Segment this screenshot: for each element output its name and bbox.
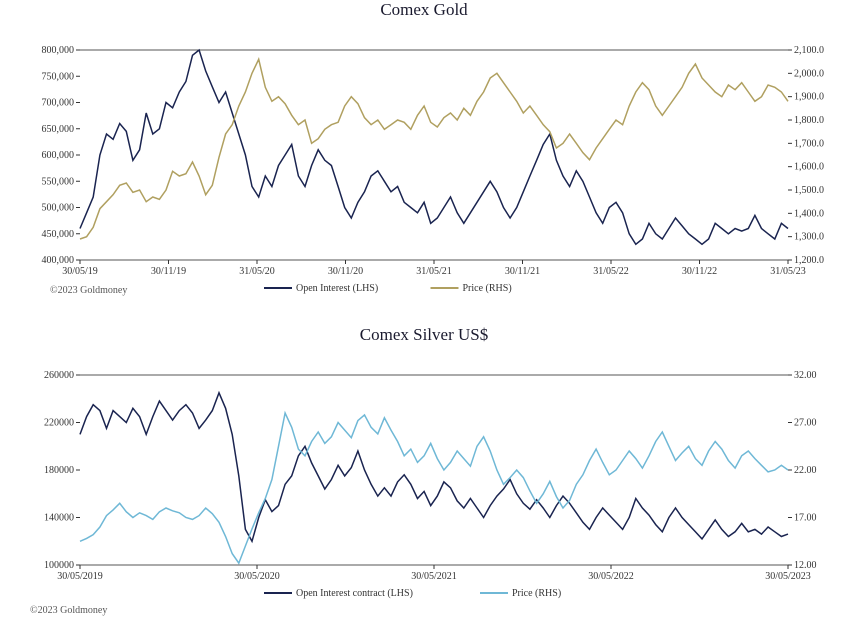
svg-text:1,600.0: 1,600.0 (794, 162, 824, 173)
svg-text:1,700.0: 1,700.0 (794, 138, 824, 149)
svg-text:220000: 220000 (44, 418, 74, 429)
svg-text:180000: 180000 (44, 465, 74, 476)
svg-text:31/05/21: 31/05/21 (416, 266, 452, 277)
series-open-interest-lhs- (80, 50, 788, 244)
svg-text:1,400.0: 1,400.0 (794, 208, 824, 219)
chart-svg-gold: 400,000 450,000 500,000 550,000 600,000 650,0… (20, 20, 828, 300)
svg-text:1,200.0: 1,200.0 (794, 255, 824, 266)
legend-label: Price (RHS) (463, 283, 512, 294)
svg-text:30/11/20: 30/11/20 (328, 266, 363, 277)
svg-text:140000: 140000 (44, 513, 74, 524)
svg-text:450,000: 450,000 (42, 229, 75, 240)
svg-text:31/05/23: 31/05/23 (770, 266, 806, 277)
svg-text:32.00: 32.00 (794, 370, 817, 381)
legend-label: Open Interest (LHS) (296, 283, 378, 294)
copyright-text: ©2023 Goldmoney (50, 285, 127, 296)
copyright-text: ©2023 Goldmoney (30, 605, 107, 616)
chart-svg-silver: 100000 140000 180000 220000 260000 12.00 17.00… (20, 345, 828, 605)
svg-text:30/05/19: 30/05/19 (62, 266, 98, 277)
svg-text:1,500.0: 1,500.0 (794, 185, 824, 196)
silver-chart: Comex Silver US$ 100000 140000 180000 220000… (20, 325, 828, 605)
svg-text:550,000: 550,000 (42, 176, 75, 187)
svg-text:750,000: 750,000 (42, 71, 75, 82)
svg-text:100000: 100000 (44, 560, 74, 571)
svg-text:1,300.0: 1,300.0 (794, 232, 824, 243)
svg-text:2,000.0: 2,000.0 (794, 68, 824, 79)
svg-text:30/05/2020: 30/05/2020 (234, 571, 280, 582)
svg-text:600,000: 600,000 (42, 150, 75, 161)
svg-text:31/05/22: 31/05/22 (593, 266, 629, 277)
svg-text:12.00: 12.00 (794, 560, 817, 571)
svg-text:1,900.0: 1,900.0 (794, 92, 824, 103)
svg-text:400,000: 400,000 (42, 255, 75, 266)
svg-text:30/05/2021: 30/05/2021 (411, 571, 457, 582)
svg-text:30/05/2022: 30/05/2022 (588, 571, 634, 582)
chart-title-silver: Comex Silver US$ (20, 325, 828, 345)
svg-text:17.00: 17.00 (794, 513, 817, 524)
svg-text:260000: 260000 (44, 370, 74, 381)
svg-text:30/11/21: 30/11/21 (505, 266, 540, 277)
svg-text:31/05/20: 31/05/20 (239, 266, 275, 277)
svg-text:500,000: 500,000 (42, 203, 75, 214)
svg-text:30/05/2023: 30/05/2023 (765, 571, 811, 582)
series-open-interest-contract-lhs- (80, 393, 788, 542)
gold-chart: Comex Gold 400,000 450,000 500,000 550,000 60… (20, 0, 828, 300)
svg-text:2,100.0: 2,100.0 (794, 45, 824, 56)
svg-text:800,000: 800,000 (42, 45, 75, 56)
svg-text:27.00: 27.00 (794, 418, 817, 429)
svg-text:650,000: 650,000 (42, 124, 75, 135)
legend-label: Price (RHS) (512, 588, 561, 599)
svg-text:1,800.0: 1,800.0 (794, 115, 824, 126)
series-price-rhs- (80, 59, 788, 239)
svg-text:30/11/22: 30/11/22 (682, 266, 717, 277)
svg-text:30/11/19: 30/11/19 (151, 266, 186, 277)
legend-label: Open Interest contract (LHS) (296, 588, 413, 599)
chart-title-gold: Comex Gold (20, 0, 828, 20)
series-price-rhs- (80, 413, 788, 563)
svg-text:700,000: 700,000 (42, 98, 75, 109)
svg-text:22.00: 22.00 (794, 465, 817, 476)
svg-text:30/05/2019: 30/05/2019 (57, 571, 103, 582)
chart-frame: Comex Gold 400,000 450,000 500,000 550,000 60… (0, 0, 848, 629)
